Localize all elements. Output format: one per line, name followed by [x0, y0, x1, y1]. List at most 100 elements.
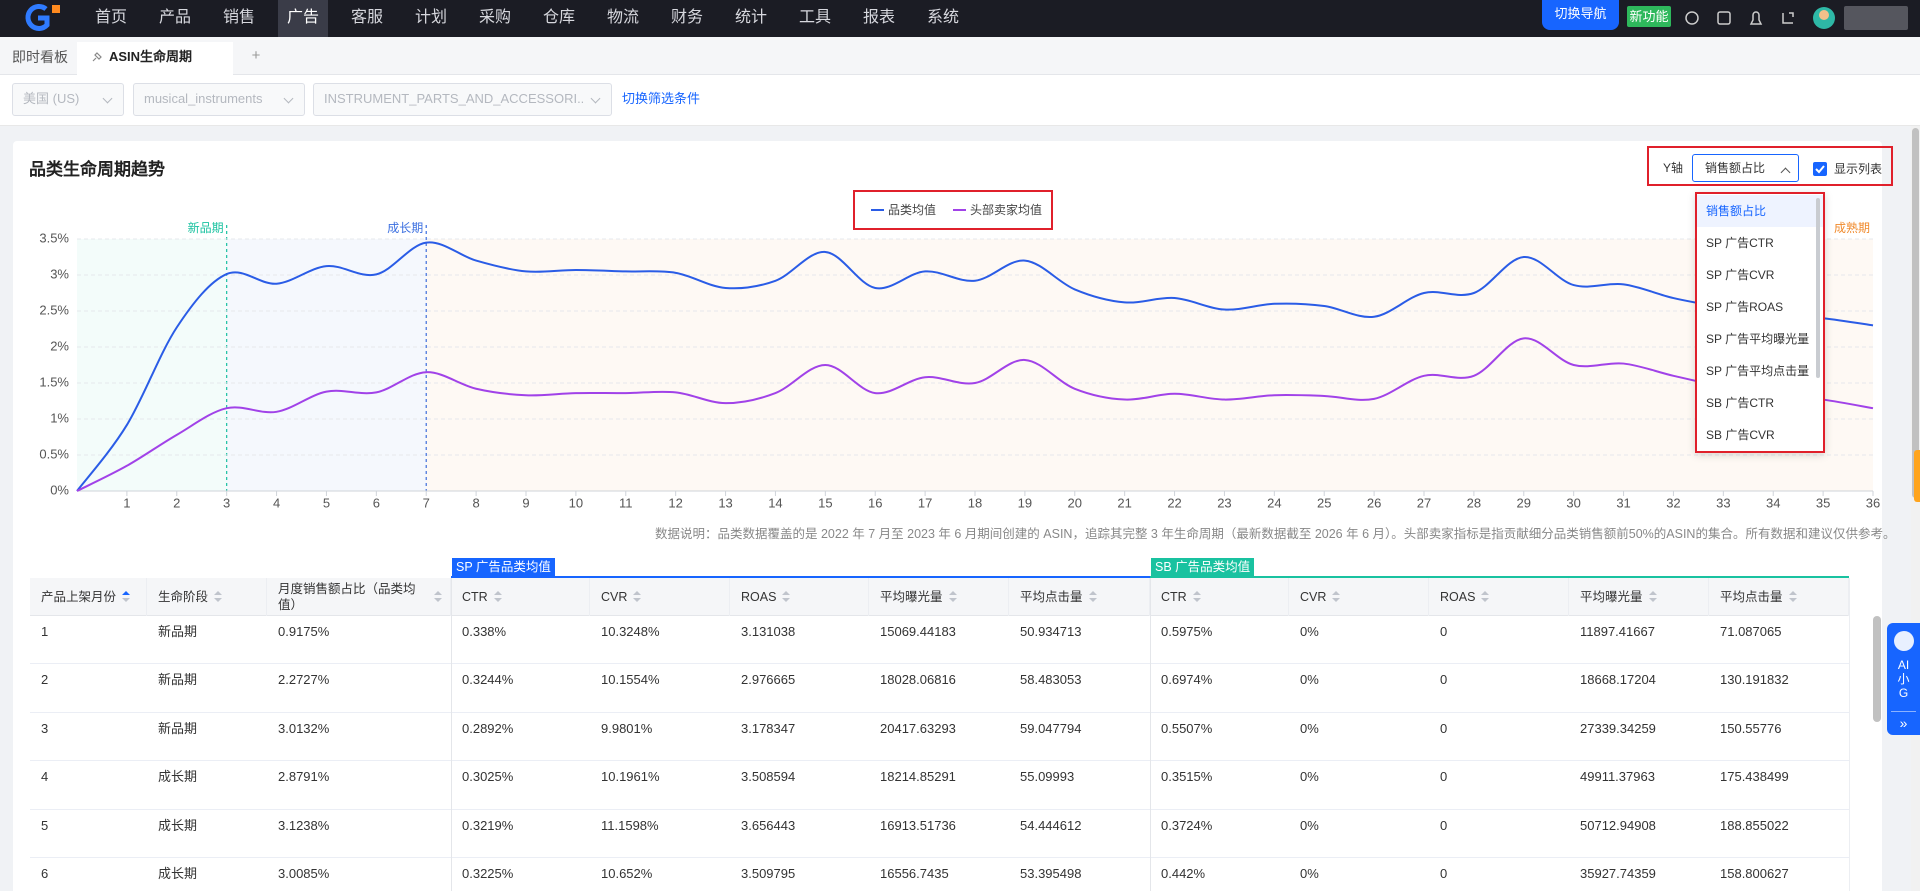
filter-link[interactable]: 切换筛选条件 — [622, 91, 701, 106]
dropdown-option[interactable]: SP 广告平均曝光量 — [1706, 332, 1810, 346]
header-cell: 产品上架月份 — [30, 578, 147, 616]
checkbox[interactable] — [1813, 162, 1827, 176]
nav-item[interactable]: 仓库 — [542, 9, 575, 26]
sort-icon[interactable] — [1788, 591, 1797, 603]
header-label: ROAS — [1440, 590, 1476, 604]
header-cell: CVR — [1289, 578, 1429, 616]
icon[interactable] — [1685, 11, 1699, 25]
dropdown-option[interactable]: SP 广告CTR — [1706, 236, 1774, 250]
sort-icon[interactable] — [782, 591, 791, 603]
icon[interactable] — [1749, 11, 1763, 25]
legend-label[interactable]: 头部卖家均值 — [970, 203, 1043, 217]
nav-item[interactable]: 采购 — [478, 9, 511, 26]
table-cell: 0.338% — [462, 624, 507, 639]
x-tick-label: 10 — [569, 495, 583, 510]
table-cell: 0 — [1440, 672, 1448, 688]
sort-up — [633, 591, 642, 595]
dropdown-option[interactable]: SB 广告CVR — [1706, 428, 1775, 442]
user-name-blur — [1844, 6, 1908, 30]
dropdown-option[interactable]: 销售额占比 — [1697, 195, 1823, 227]
active-tab[interactable] — [77, 42, 233, 75]
x-tick-label: 26 — [1367, 495, 1381, 510]
sort-icon[interactable] — [633, 591, 642, 603]
sort-icon[interactable] — [122, 591, 131, 603]
nav-item[interactable]: 系统 — [926, 9, 959, 26]
sort-up — [1088, 591, 1097, 595]
avatar-face — [1819, 10, 1829, 20]
header-label: 产品上架月份 — [41, 590, 117, 604]
header-label: 平均曝光量 — [880, 590, 943, 604]
tab-active[interactable]: ASIN生命周期 — [109, 49, 193, 64]
header-cell: 生命阶段 — [147, 578, 267, 616]
table-scroll-thumb[interactable] — [1873, 616, 1881, 722]
phase-band — [77, 239, 227, 491]
show-list-label[interactable]: 显示列表 — [1834, 162, 1883, 176]
x-tick-label: 11 — [619, 495, 633, 510]
sort-icon[interactable] — [1481, 591, 1490, 603]
nav-item[interactable]: 工具 — [798, 9, 831, 26]
sort-icon[interactable] — [1088, 591, 1097, 603]
table-cell: 2.976665 — [741, 672, 796, 688]
dropdown-option[interactable]: SP 广告平均点击量 — [1706, 364, 1810, 378]
table-cell: 10.652% — [601, 866, 653, 881]
table-cell: 0% — [1300, 720, 1319, 736]
nav-item[interactable]: 财务 — [670, 9, 703, 26]
table-cell: 35927.74359 — [1580, 866, 1656, 881]
nav-item[interactable]: 首页 — [94, 9, 127, 26]
sort-icon[interactable] — [493, 591, 502, 603]
nav-item[interactable]: 物流 — [606, 9, 639, 26]
nav-item[interactable]: 广告 — [286, 9, 319, 26]
tab[interactable]: 即时看板 — [12, 49, 68, 65]
x-tick-label: 1 — [123, 495, 130, 510]
checkbox-box — [1813, 162, 1827, 176]
nav-item[interactable]: 统计 — [734, 9, 767, 26]
icon[interactable] — [1717, 11, 1731, 25]
ai-widget[interactable]: AI 小 G » — [1887, 623, 1920, 735]
sort-down — [1788, 598, 1797, 602]
table-cell: 59.047794 — [1020, 720, 1082, 736]
dropdown-option[interactable]: SP 广告CVR — [1706, 268, 1775, 282]
page-scroll-thumb[interactable] — [1912, 128, 1919, 498]
filter-select[interactable] — [133, 83, 305, 116]
header-cell: ROAS — [730, 578, 869, 616]
sort-icon[interactable] — [1648, 591, 1657, 603]
sort-icon[interactable] — [1192, 591, 1201, 603]
sort-up — [1481, 591, 1490, 595]
nav-button[interactable]: 切换导航 — [1542, 0, 1619, 30]
filter-select[interactable] — [12, 83, 124, 116]
nav-item[interactable]: 报表 — [862, 9, 895, 26]
nav-item[interactable]: 计划 — [414, 9, 447, 26]
sort-icon[interactable] — [1332, 591, 1341, 603]
side-marker — [1914, 450, 1920, 502]
nav-item[interactable]: 客服 — [350, 9, 383, 26]
nav-item[interactable]: 产品 — [158, 9, 191, 26]
header-cell: 平均点击量 — [1009, 578, 1150, 616]
header-cell: CTR — [1150, 578, 1289, 616]
x-tick-label: 34 — [1766, 495, 1780, 510]
x-tick-label: 22 — [1167, 495, 1181, 510]
logo[interactable] — [25, 3, 50, 31]
y-axis-label: Y轴 — [1663, 161, 1684, 175]
sort-icon[interactable] — [214, 591, 223, 603]
highlight-box — [853, 190, 1053, 230]
table-cell: 27339.34259 — [1580, 720, 1656, 736]
sort-icon[interactable] — [434, 591, 442, 603]
ai-text: 小 — [1897, 672, 1910, 686]
tab-add[interactable]: + — [251, 47, 261, 64]
nav-badge[interactable]: 新功能 — [1627, 6, 1671, 27]
icon[interactable] — [1782, 12, 1794, 24]
table-cell: 成长期 — [158, 866, 198, 881]
pin-path — [92, 52, 102, 62]
table-cell: 新品期 — [158, 672, 198, 688]
dropdown-option[interactable]: SB 广告CTR — [1706, 396, 1775, 410]
table-cell: 0% — [1300, 672, 1319, 688]
nav-item[interactable]: 销售 — [222, 9, 255, 26]
x-tick-label: 16 — [868, 495, 882, 510]
dropdown-option[interactable]: SP 广告ROAS — [1706, 300, 1784, 314]
legend-label[interactable]: 品类均值 — [888, 203, 937, 217]
sort-icon[interactable] — [948, 591, 957, 603]
y-axis-select[interactable] — [1692, 154, 1799, 182]
x-tick-label: 20 — [1068, 495, 1082, 510]
ai-toggle[interactable]: » — [1899, 715, 1908, 731]
filter-select[interactable] — [313, 83, 612, 116]
